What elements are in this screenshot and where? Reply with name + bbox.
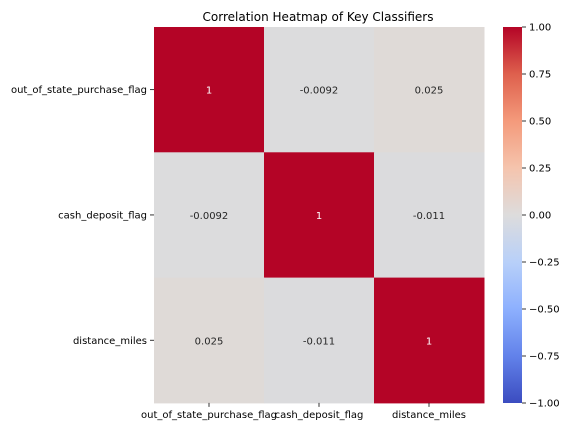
column-label: cash_deposit_flag <box>275 410 364 421</box>
heatmap-cells: 1 -0.0092 0.025 -0.0092 1 -0.011 0.025 -0.011 1 <box>154 27 485 404</box>
row-label: cash_deposit_flag <box>58 210 147 221</box>
colorbar-tick-label: −1.00 <box>529 399 560 410</box>
heatmap-cell <box>154 27 265 153</box>
column-label: distance_miles <box>392 410 466 421</box>
cell-value-label: 1 <box>426 336 432 347</box>
colorbar-tick-label: −0.75 <box>529 352 560 363</box>
chart-title: Correlation Heatmap of Key Classifiers <box>203 10 434 24</box>
row-label: distance_miles <box>73 336 147 347</box>
row-labels: out_of_state_purchase_flag cash_deposit_f… <box>11 85 154 347</box>
colorbar-tick-label: 0.00 <box>529 211 551 222</box>
cell-value-label: -0.0092 <box>190 211 229 222</box>
heatmap-cell <box>264 152 375 279</box>
cell-value-label: 0.025 <box>415 86 444 97</box>
cell-value-label: 1 <box>316 211 322 222</box>
column-label: out_of_state_purchase_flag <box>141 410 277 421</box>
heatmap-cell <box>264 277 375 404</box>
colorbar-tick-label: 0.50 <box>529 117 551 128</box>
column-labels: out_of_state_purchase_flagcash_deposit_f… <box>141 402 466 421</box>
cell-value-label: 1 <box>206 86 212 97</box>
cell-value-label: -0.011 <box>413 211 445 222</box>
heatmap-cell <box>154 152 265 279</box>
heatmap-cell <box>374 27 485 153</box>
colorbar-tick-label: 1.00 <box>529 23 551 34</box>
colorbar-tick-label: −0.25 <box>529 258 560 269</box>
row-label: out_of_state_purchase_flag <box>11 85 147 96</box>
cell-value-label: -0.0092 <box>300 86 339 97</box>
cell-value-label: 0.025 <box>195 336 224 347</box>
colorbar-tick-label: 0.75 <box>529 70 551 81</box>
heatmap-cell <box>374 152 485 279</box>
heatmap-cell <box>264 27 375 153</box>
colorbar-tick-label: 0.25 <box>529 164 551 175</box>
colorbar: 1.00 0.75 0.50 0.25 0.00 −0.25 −0.50 −0.75 −1.00 <box>503 23 560 410</box>
heatmap-cell <box>374 277 485 404</box>
colorbar-gradient-bar <box>503 27 522 403</box>
cell-value-label: -0.011 <box>303 336 335 347</box>
heatmap-cell <box>154 277 265 404</box>
colorbar-tick-label: −0.50 <box>529 305 560 316</box>
